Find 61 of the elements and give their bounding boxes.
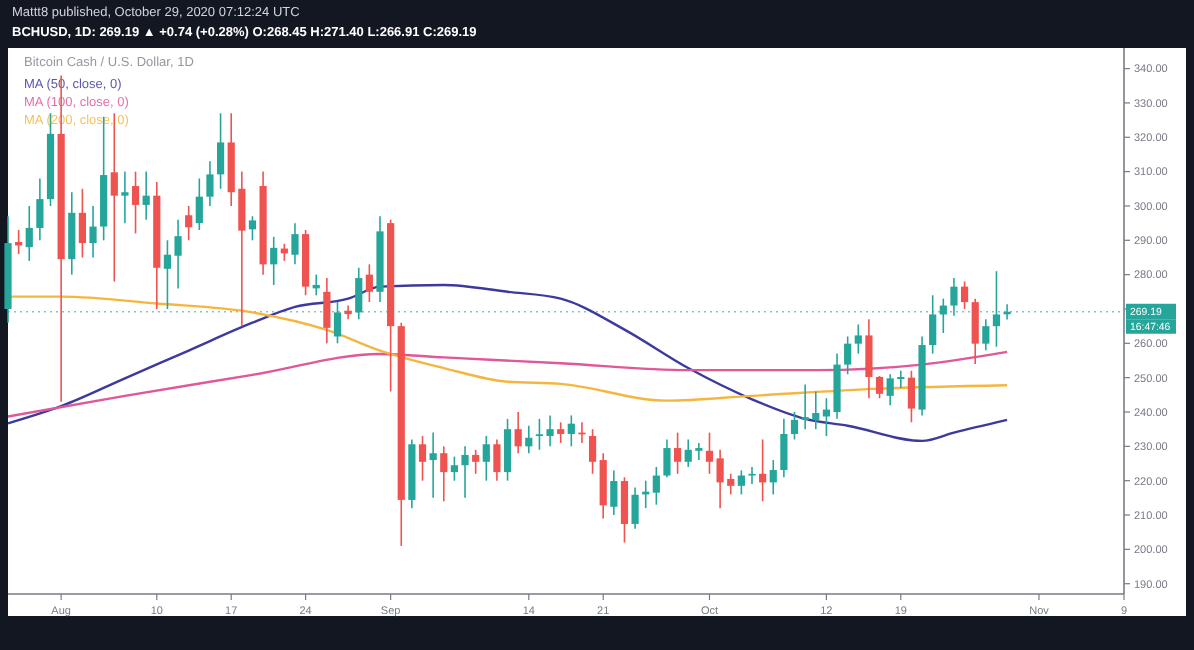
candlestick [121,170,129,224]
candlestick [131,170,140,235]
candlestick [482,435,490,482]
candlestick [599,452,607,520]
candlestick [68,191,76,276]
candlestick [206,160,214,207]
candlestick [929,294,937,355]
candlestick [865,318,873,400]
line-series [6,350,1009,418]
candlestick [982,318,990,351]
candlestick [142,170,150,221]
candlestick [323,277,331,345]
candlestick [333,301,342,345]
candlestick [248,215,257,242]
candlestick [960,280,969,310]
candlestick [992,270,1001,348]
candlestick [663,438,671,479]
candlestick [216,112,225,190]
candlestick [355,266,363,321]
candlestick [195,177,203,231]
candlestick [472,448,480,475]
candlestick [844,335,852,376]
candlestick [705,431,714,475]
candlestick [652,466,660,506]
candlestick [461,445,469,499]
candlestick [89,205,97,259]
candlestick [759,438,767,503]
candlestick [620,476,629,544]
candlestick [36,177,44,242]
candlestick [780,418,788,479]
candlestick [514,411,522,455]
candlestick [567,414,575,448]
candlestick [525,424,533,455]
candlestick [610,469,618,516]
candlestick [631,486,639,530]
candlestick [790,411,799,441]
candlestick [450,455,458,482]
candlestick [854,323,862,355]
candlestick [25,205,33,262]
line-series [6,283,1009,443]
candlestick [588,428,597,475]
candlestick [503,418,512,482]
candlestick [950,277,958,317]
candlestick [110,112,118,283]
candlestick [185,205,193,242]
candlestick [557,421,565,444]
candlestick [769,459,777,496]
candlestick [78,187,86,259]
candlestick [440,445,448,503]
candlestick [429,431,437,499]
candlestick [418,435,427,482]
candlestick [875,375,884,400]
candlestick [971,297,979,365]
candlestick [674,431,682,475]
candlestick [365,263,373,303]
candlestick [291,222,299,266]
candlestick [907,369,916,424]
candlestick [737,469,745,496]
candlestick [270,236,278,286]
candlestick [748,466,756,485]
candlestick [493,438,501,482]
